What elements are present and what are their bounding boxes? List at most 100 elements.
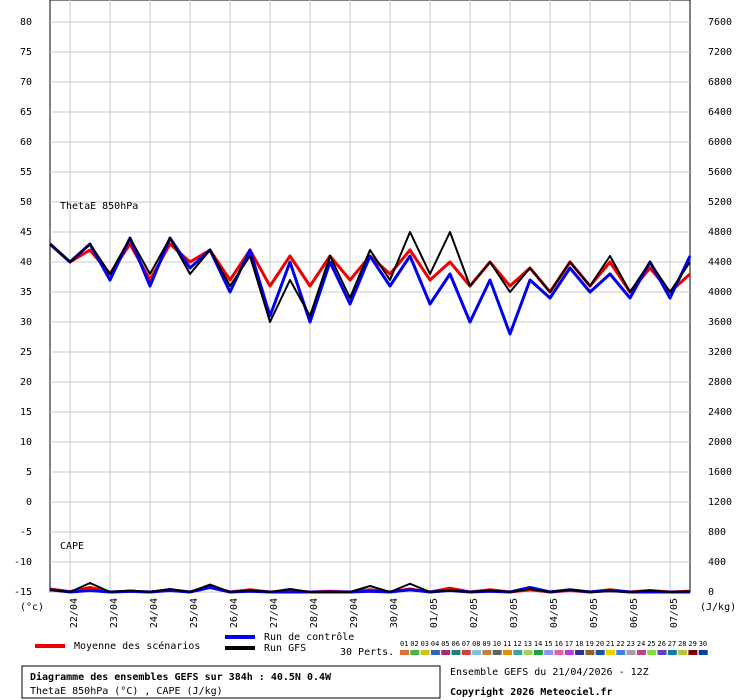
perturbation-label: 25 (647, 640, 655, 648)
y2-tick-label: 6000 (708, 137, 732, 148)
y2-tick-label: 2000 (708, 437, 732, 448)
x-tick-label: 23/04 (109, 598, 120, 628)
perturbation-swatch (647, 650, 657, 655)
perturbation-label: 23 (627, 640, 635, 648)
perturbation-label: 20 (596, 640, 604, 648)
x-tick-label: 26/04 (229, 598, 240, 628)
perturbation-swatch (544, 650, 554, 655)
perturbation-label: 29 (688, 640, 696, 648)
perturbation-swatch (400, 650, 409, 655)
perturbation-swatch (575, 650, 585, 655)
series-line (48, 236, 692, 336)
perturbation-label: 18 (575, 640, 583, 648)
y-tick-label: 55 (20, 167, 32, 178)
series-line (49, 231, 691, 323)
x-tick-label: 25/04 (189, 598, 200, 628)
perturbation-swatch (472, 650, 482, 655)
perturbation-label: 05 (441, 640, 449, 648)
y2-tick-label: 5200 (708, 197, 732, 208)
perturbation-label: 10 (493, 640, 501, 648)
y2-tick-label: 4800 (708, 227, 732, 238)
perturbation-swatch (678, 650, 688, 655)
x-tick-label: 06/05 (629, 598, 640, 628)
perturbation-label: 07 (462, 640, 470, 648)
y-tick-label: 45 (20, 227, 32, 238)
y2-tick-label: 800 (708, 527, 726, 538)
y2-tick-label: 0 (708, 587, 714, 598)
perturbation-label: 04 (431, 640, 439, 648)
perturbation-label: 26 (658, 640, 666, 648)
y-tick-label: 35 (20, 287, 32, 298)
legend-label: Run GFS (264, 643, 306, 654)
y2-tick-label: 3600 (708, 317, 732, 328)
y2-tick-label: 7600 (708, 17, 732, 28)
perturbation-label: 06 (452, 640, 460, 648)
perturbation-swatch (595, 650, 605, 655)
perturbation-swatch (554, 650, 564, 655)
y2-tick-label: 3200 (708, 347, 732, 358)
y2-tick-label: 6800 (708, 77, 732, 88)
y-tick-label: 15 (20, 407, 32, 418)
y-tick-label: 75 (20, 47, 32, 58)
y-tick-label: 25 (20, 347, 32, 358)
perturbation-swatch (585, 650, 595, 655)
perturbation-swatch (420, 650, 430, 655)
perturbation-label: 30 (699, 640, 707, 648)
y-tick-label: 40 (20, 257, 32, 268)
x-tick-label: 27/04 (269, 598, 280, 628)
perturbation-label: 17 (565, 640, 573, 648)
perturbation-swatch (523, 650, 533, 655)
y2-tick-label: 7200 (708, 47, 732, 58)
y-tick-label: 60 (20, 137, 32, 148)
legend-label: Run de contrôle (264, 631, 354, 643)
perturbation-swatch (533, 650, 543, 655)
x-tick-label: 02/05 (469, 598, 480, 628)
y2-tick-label: 1600 (708, 467, 732, 478)
perturbation-swatch (513, 650, 523, 655)
perturbation-swatch (616, 650, 626, 655)
y-tick-label: -10 (14, 557, 32, 568)
y-tick-label: 50 (20, 197, 32, 208)
y2-tick-label: 400 (708, 557, 726, 568)
x-tick-label: 30/04 (389, 598, 400, 628)
y2-axis-label: (J/kg) (700, 602, 736, 613)
perturbation-swatch (626, 650, 636, 655)
perturbation-swatch (636, 650, 646, 655)
y2-tick-label: 2400 (708, 407, 732, 418)
x-tick-label: 03/05 (509, 598, 520, 628)
x-tick-label: 29/04 (349, 598, 360, 628)
y2-tick-label: 6400 (708, 107, 732, 118)
perturbation-label: 24 (637, 640, 645, 648)
x-tick-label: 24/04 (149, 598, 160, 628)
perturbation-label: 28 (678, 640, 686, 648)
perturbation-swatch (461, 650, 471, 655)
y-tick-label: 70 (20, 77, 32, 88)
x-tick-label: 01/05 (429, 598, 440, 628)
perturbation-label: 16 (555, 640, 563, 648)
perturbation-label: 11 (503, 640, 511, 648)
perturbation-swatch (688, 650, 698, 655)
y-axis-label: (°c) (20, 602, 44, 613)
x-tick-label: 05/05 (589, 598, 600, 628)
perturbation-label: 09 (482, 640, 490, 648)
y2-tick-label: 4000 (708, 287, 732, 298)
plot-frame (49, 0, 691, 593)
perturbations-title: 30 Perts. (340, 647, 394, 658)
perturbation-label: 27 (668, 640, 676, 648)
perturbation-label: 21 (606, 640, 614, 648)
footer-box (21, 665, 441, 699)
perturbation-swatch (657, 650, 667, 655)
footer-copyright: Copyright 2026 Meteociel.fr (450, 686, 613, 698)
y2-tick-label: 5600 (708, 167, 732, 178)
perturbation-label: 12 (513, 640, 521, 648)
perturbation-label: 13 (524, 640, 532, 648)
x-tick-label: 07/05 (669, 598, 680, 628)
perturbation-swatch (441, 650, 451, 655)
perturbation-label: 01 (400, 640, 408, 648)
y2-tick-label: 1200 (708, 497, 732, 508)
perturbation-swatch (564, 650, 574, 655)
perturbation-swatch (430, 650, 440, 655)
perturbation-label: 03 (421, 640, 429, 648)
perturbation-swatch (482, 650, 492, 655)
y-tick-label: -5 (20, 527, 32, 538)
